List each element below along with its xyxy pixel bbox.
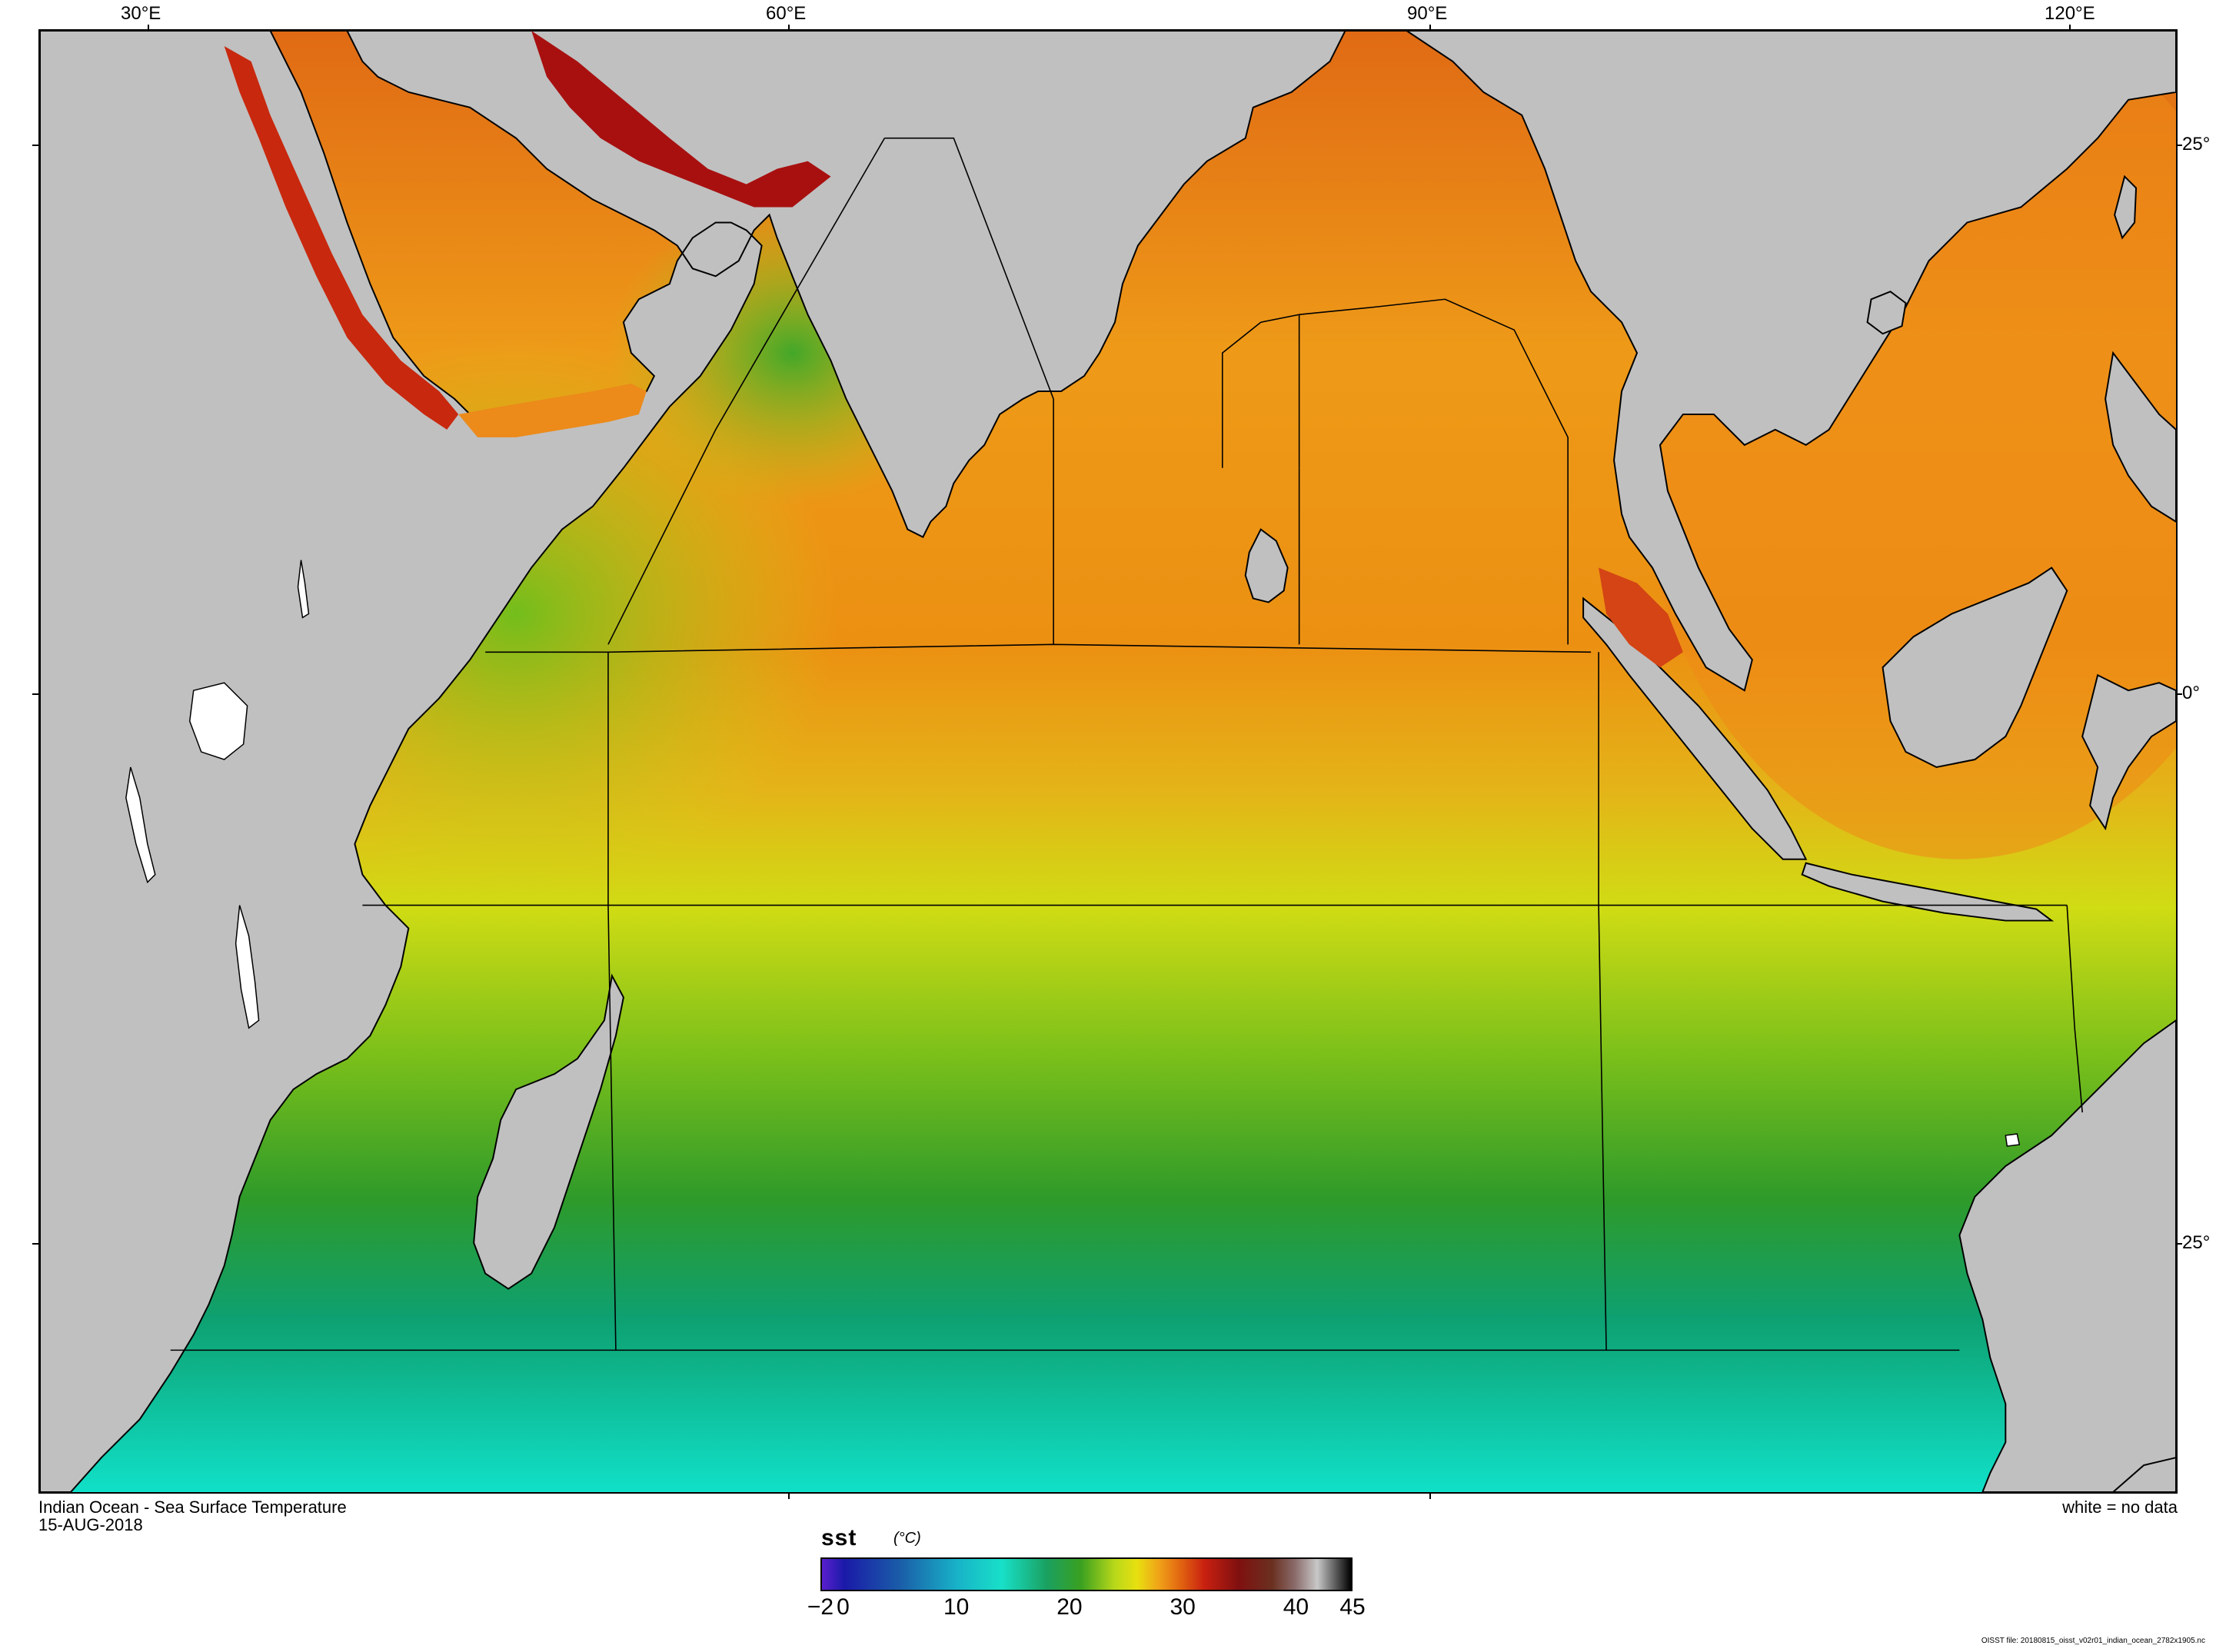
lon-tick-bottom-90e [1429,1493,1431,1499]
boundary-arabian-sea-west [607,138,886,645]
colorbar-variable: sst [821,1525,857,1551]
land-hainan [1866,291,1907,335]
lon-tick-top-90e [1429,25,1431,31]
colorbar-tick-label: 30 [1170,1594,1196,1620]
colorbar-tick-label: 10 [943,1594,970,1620]
colorbar [820,1557,1353,1591]
andaman-sea [1599,567,1683,668]
boundary-east-vertical [1598,652,1607,1351]
lat-tick-left-25s [32,1243,38,1245]
lat-label-25n: 25° [2182,134,2211,155]
lat-label-0: 0° [2182,683,2200,703]
land-taiwan [2114,175,2138,240]
no-data-lake-tanganyika [125,766,156,884]
gulf-of-aden [458,384,647,437]
lon-tick-top-60e [788,25,790,31]
sst-map [38,29,2178,1494]
colorbar-tick-label: 0 [837,1594,850,1620]
no-data-note: white = no data [2062,1497,2178,1517]
land-philippines [2105,351,2176,523]
land-madagascar [473,973,624,1290]
persian-gulf [531,31,831,208]
lon-label-120e: 120°E [2045,3,2095,24]
land-africa-asia [40,31,2176,1492]
land-australia [1958,1019,2176,1492]
lat-label-25s: 25° [2182,1232,2211,1253]
boundary-arabian-sea [884,137,1054,645]
lat-tick-right-25s [2178,1243,2182,1245]
colorbar-tick-label: 40 [1283,1594,1309,1620]
lon-tick-top-30e [148,25,149,31]
land-sri-lanka [1244,528,1289,603]
boundary-bay-of-bengal [1221,298,1569,645]
lon-label-30e: 30°E [121,3,161,24]
colorbar-tick-label: 45 [1339,1594,1366,1620]
land-java [1801,862,2055,922]
no-data-lake-malawi [235,905,260,1029]
lat-tick-left-0 [32,693,38,695]
lon-label-60e: 60°E [766,3,807,24]
map-date: 15-AUG-2018 [38,1515,143,1534]
colorbar-tick-label: 20 [1056,1594,1083,1620]
land-borneo [1882,567,2068,769]
land [40,31,2176,1492]
region-boundaries [170,137,2083,1351]
map-title: Indian Ocean - Sea Surface Temperature [38,1497,347,1517]
no-data-lake-turkana [297,560,310,619]
lon-tick-top-120e [2069,25,2071,31]
land-sumatra [1582,597,1808,860]
boundary-south-australia [2066,905,2083,1113]
boundary-equatorial-north [485,643,1592,653]
land-australia-south [2111,1457,2176,1492]
red-sea [224,45,459,430]
land-sulawesi [2081,673,2176,831]
lat-tick-left-25n [32,145,38,146]
lat-tick-right-25n [2178,145,2182,146]
lon-label-90e: 90°E [1407,3,1448,24]
colorbar-tick-label: −2 [807,1594,834,1620]
lon-tick-bottom-60e [788,1493,790,1499]
lat-tick-right-0 [2178,693,2182,695]
sst-map-canvas [40,31,2176,1492]
no-data-lake-victoria [188,682,248,760]
colorbar-unit: (°C) [893,1530,921,1547]
file-note: OISST file: 20180815_oisst_v02r01_indian… [1981,1637,2205,1645]
no-data-australia [2005,1133,2021,1147]
no-data-areas [125,560,2021,1147]
